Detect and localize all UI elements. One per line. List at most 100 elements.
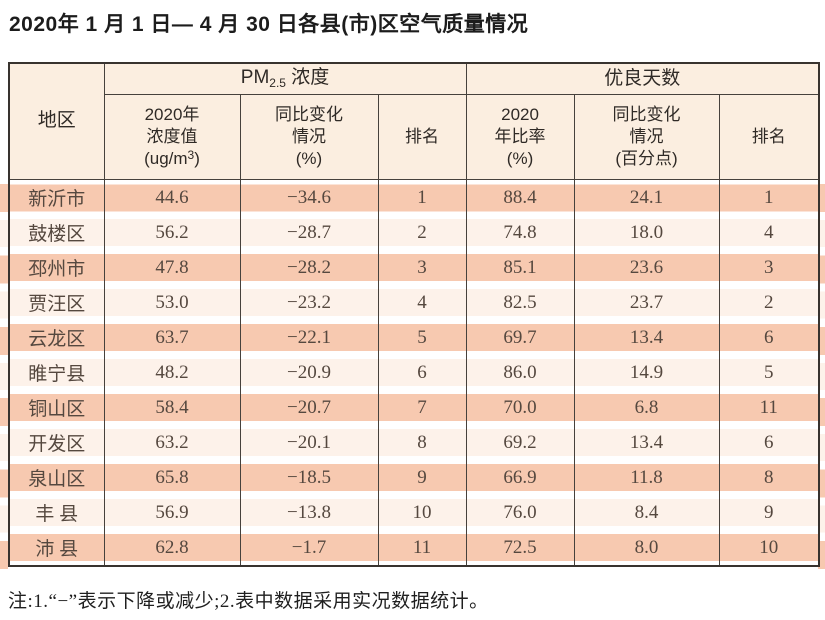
- table-body: 新沂市 44.6 −34.6 1 88.4 24.1 1 鼓楼区 56.2 −2…: [8, 179, 820, 566]
- col-header-gd-rank: 排名: [718, 94, 820, 180]
- cell-pm-value: 44.6: [103, 179, 241, 215]
- cell-region: 泉山区: [8, 460, 105, 495]
- scan-artifact-left-strip: [0, 180, 8, 572]
- cell-pm-value: 62.8: [103, 530, 241, 566]
- cell-gd-rate: 85.1: [465, 250, 575, 285]
- cell-pm-change: −28.2: [239, 250, 379, 285]
- pm25-label-suffix: 浓度: [285, 67, 330, 89]
- cell-gd-rank: 1: [718, 179, 820, 215]
- cell-pm-value: 58.4: [103, 390, 241, 425]
- cell-gd-change: 23.6: [573, 250, 720, 285]
- pm25-subscript: 2.5: [269, 76, 286, 91]
- table-row: 丰 县 56.9 −13.8 10 76.0 8.4 9: [8, 495, 820, 530]
- cell-gd-change: 6.8: [573, 390, 720, 425]
- cell-pm-value: 56.9: [103, 495, 241, 530]
- header-line: 同比变化: [612, 104, 681, 124]
- cell-pm-value: 65.8: [103, 460, 241, 495]
- cell-pm-change: −20.1: [239, 425, 379, 460]
- header-line: 同比变化: [275, 104, 343, 124]
- cell-pm-rank: 6: [377, 355, 467, 390]
- cell-gd-rank: 5: [718, 355, 820, 390]
- cell-gd-rank: 11: [718, 390, 820, 425]
- scan-artifact-right-strip: [818, 180, 825, 572]
- cell-pm-rank: 10: [377, 495, 467, 530]
- cell-pm-change: −13.8: [239, 495, 379, 530]
- air-quality-table: 地区 PM2.5 浓度 优良天数 2020年 浓度值 (ug/m3) 同比变化 …: [8, 62, 821, 567]
- col-header-pm-change: 同比变化 情况 (%): [239, 94, 379, 180]
- cell-region: 开发区: [8, 425, 105, 460]
- table-row: 新沂市 44.6 −34.6 1 88.4 24.1 1: [8, 179, 820, 215]
- cell-pm-value: 47.8: [103, 250, 241, 285]
- cell-pm-value: 56.2: [103, 215, 241, 250]
- header-line: 2020: [501, 104, 539, 124]
- col-header-pm-rank: 排名: [377, 94, 467, 180]
- cell-gd-change: 13.4: [573, 425, 720, 460]
- cell-gd-rank: 4: [718, 215, 820, 250]
- cell-gd-rate: 66.9: [465, 460, 575, 495]
- cell-gd-change: 8.0: [573, 530, 720, 566]
- table-row: 泉山区 65.8 −18.5 9 66.9 11.8 8: [8, 460, 820, 495]
- cell-gd-rank: 10: [718, 530, 820, 566]
- cell-region: 睢宁县: [8, 355, 105, 390]
- cell-gd-change: 11.8: [573, 460, 720, 495]
- header-line: 年比率: [494, 126, 546, 146]
- header-unit: (ug/m: [144, 149, 188, 169]
- cell-pm-change: −20.9: [239, 355, 379, 390]
- cell-gd-rate: 69.7: [465, 320, 575, 355]
- cell-gd-rate: 70.0: [465, 390, 575, 425]
- col-header-region: 地区: [8, 62, 105, 180]
- col-header-gd-change: 同比变化 情况 (百分点): [573, 94, 720, 180]
- cell-gd-rate: 88.4: [465, 179, 575, 215]
- cell-pm-rank: 9: [377, 460, 467, 495]
- cell-region: 新沂市: [8, 179, 105, 215]
- footnote: 注:1.“−”表示下降或减少;2.表中数据采用实况数据统计。: [8, 591, 489, 612]
- cell-region: 鼓楼区: [8, 215, 105, 250]
- cell-gd-rank: 9: [718, 495, 820, 530]
- cell-gd-rank: 6: [718, 320, 820, 355]
- col-group-good-days: 优良天数: [465, 62, 820, 95]
- cell-pm-value: 63.2: [103, 425, 241, 460]
- header-line: 情况: [629, 126, 664, 146]
- cell-region: 邳州市: [8, 250, 105, 285]
- cell-pm-rank: 11: [377, 530, 467, 566]
- cell-region: 沛 县: [8, 530, 105, 566]
- header-line: 浓度值: [146, 126, 198, 146]
- cell-gd-change: 14.9: [573, 355, 720, 390]
- cell-pm-rank: 2: [377, 215, 467, 250]
- table-row: 开发区 63.2 −20.1 8 69.2 13.4 6: [8, 425, 820, 460]
- cell-region: 云龙区: [8, 320, 105, 355]
- cell-gd-rank: 2: [718, 285, 820, 320]
- cell-gd-change: 8.4: [573, 495, 720, 530]
- header-line: 情况: [292, 126, 326, 146]
- table-row: 云龙区 63.7 −22.1 5 69.7 13.4 6: [8, 320, 820, 355]
- cell-pm-value: 63.7: [103, 320, 241, 355]
- cell-region: 丰 县: [8, 495, 105, 530]
- cell-pm-change: −20.7: [239, 390, 379, 425]
- cell-gd-rate: 69.2: [465, 425, 575, 460]
- cell-gd-change: 24.1: [573, 179, 720, 215]
- cell-region: 贾汪区: [8, 285, 105, 320]
- table-row: 邳州市 47.8 −28.2 3 85.1 23.6 3: [8, 250, 820, 285]
- cell-region: 铜山区: [8, 390, 105, 425]
- cell-pm-rank: 7: [377, 390, 467, 425]
- header-unit-superscript: 3: [187, 148, 195, 163]
- header-line: (%): [506, 149, 534, 169]
- cell-gd-change: 13.4: [573, 320, 720, 355]
- header-unit-close: ): [194, 149, 200, 169]
- cell-pm-change: −28.7: [239, 215, 379, 250]
- cell-pm-rank: 3: [377, 250, 467, 285]
- sub-header-row: 2020年 浓度值 (ug/m3) 同比变化 情况 (%) 排名 2020 年比…: [9, 94, 820, 180]
- cell-gd-rate: 86.0: [465, 355, 575, 390]
- cell-pm-change: −18.5: [239, 460, 379, 495]
- cell-gd-change: 18.0: [573, 215, 720, 250]
- table-header: 地区 PM2.5 浓度 优良天数 2020年 浓度值 (ug/m3) 同比变化 …: [8, 62, 820, 180]
- cell-gd-rate: 72.5: [465, 530, 575, 566]
- cell-pm-rank: 1: [377, 179, 467, 215]
- header-line: 2020年: [144, 104, 200, 124]
- cell-pm-value: 48.2: [103, 355, 241, 390]
- table-row: 鼓楼区 56.2 −28.7 2 74.8 18.0 4: [8, 215, 820, 250]
- cell-gd-rate: 82.5: [465, 285, 575, 320]
- pm25-label-prefix: PM: [240, 67, 270, 89]
- cell-gd-rank: 8: [718, 460, 820, 495]
